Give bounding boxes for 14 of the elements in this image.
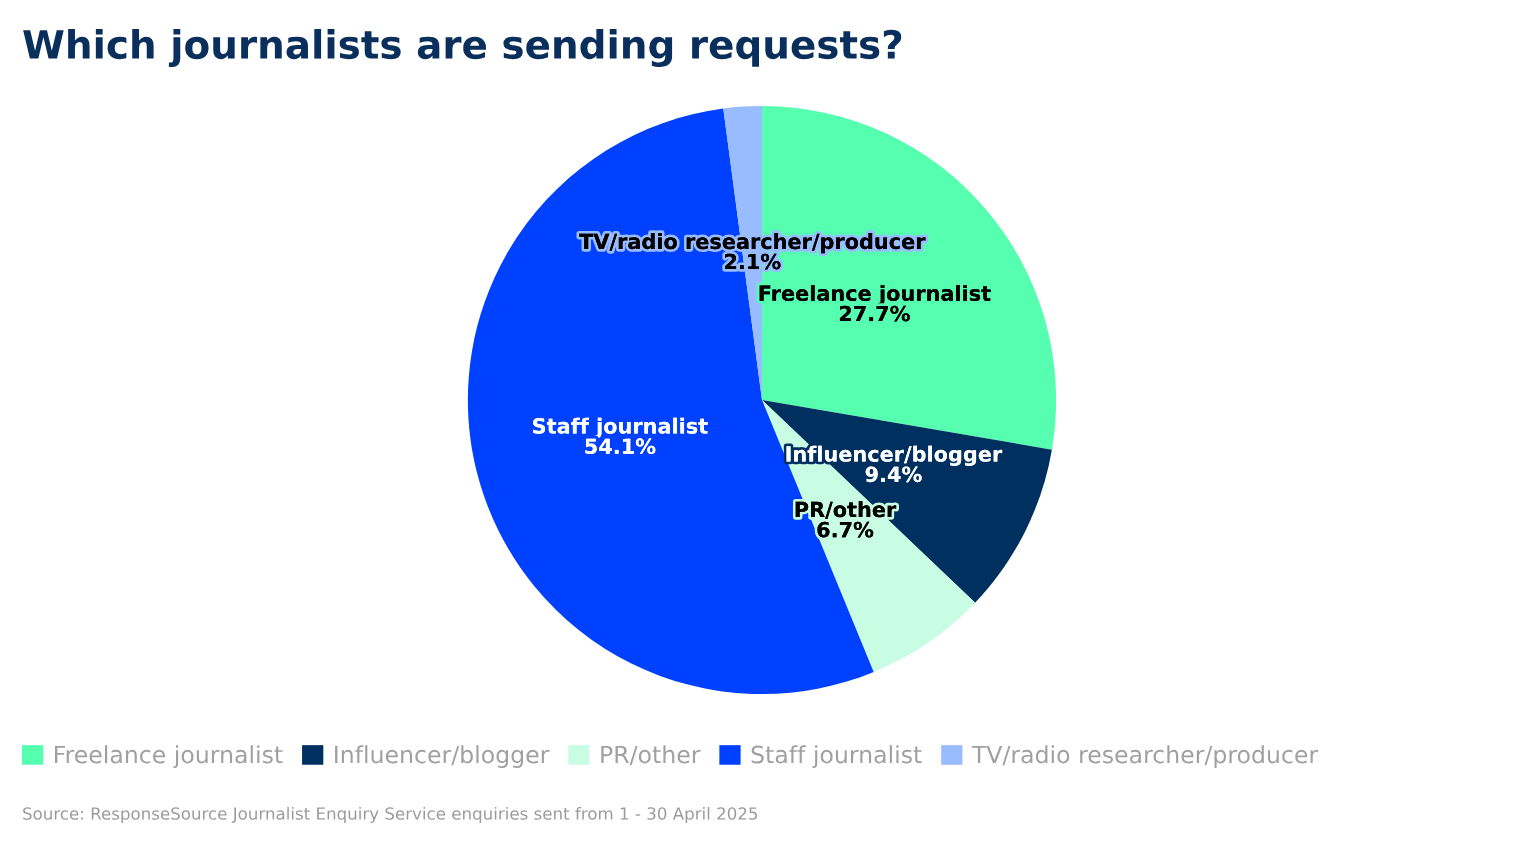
data-label: 2.1% <box>725 253 781 270</box>
legend-label: Influencer/blogger <box>335 745 550 768</box>
legend-label: Staff journalist <box>751 745 922 768</box>
slice-label: Freelance journalist <box>759 284 991 306</box>
data-label: 6.7% <box>817 521 874 538</box>
legend-label: PR/other <box>601 745 701 766</box>
legend-label: TV/radio researcher/producer <box>971 745 1319 768</box>
data-label: 9.4% <box>865 466 922 483</box>
source-note: Source: ResponseSource Journalist Enquiry Service enquiries sent from 1 - 30 April 2025 <box>23 806 758 824</box>
chart-title: Which journalists are sending requests? <box>23 29 902 67</box>
legend-label: Freelance journalist <box>55 745 283 768</box>
data-label: 54.1% <box>585 438 656 455</box>
slice-label: Staff journalist <box>533 417 708 438</box>
data-label: 27.7% <box>839 305 910 322</box>
